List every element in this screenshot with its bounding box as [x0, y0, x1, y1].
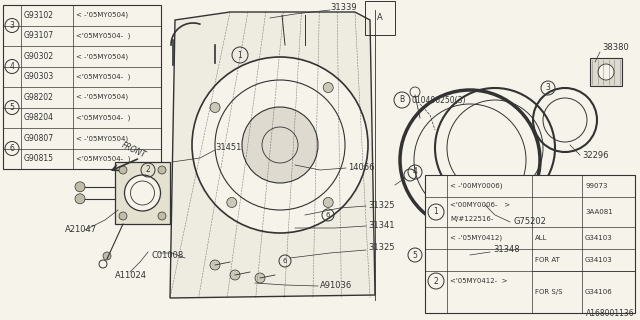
Text: 31451: 31451	[215, 143, 241, 153]
Text: < -'05MY0412): < -'05MY0412)	[450, 235, 502, 241]
Text: 5: 5	[10, 103, 15, 112]
Text: 14066: 14066	[348, 163, 374, 172]
Text: B: B	[399, 95, 404, 105]
Circle shape	[230, 270, 240, 280]
Bar	[425, 175, 635, 313]
Circle shape	[158, 212, 166, 220]
Bar	[3, 5, 161, 169]
Text: < -'05MY0504): < -'05MY0504)	[76, 53, 128, 60]
Text: G90302: G90302	[24, 52, 54, 61]
Circle shape	[210, 260, 220, 270]
Text: FOR S/S: FOR S/S	[535, 289, 563, 295]
Text: <'05MY0504-  ): <'05MY0504- )	[76, 33, 131, 39]
Text: 3: 3	[10, 21, 15, 30]
Text: <'05MY0504-  ): <'05MY0504- )	[76, 115, 131, 121]
Text: G34106: G34106	[585, 289, 612, 295]
Text: 3: 3	[545, 84, 550, 92]
Text: G34103: G34103	[585, 257, 612, 263]
Polygon shape	[170, 12, 375, 298]
Text: <'05MY0504-  ): <'05MY0504- )	[76, 156, 131, 162]
Text: 4: 4	[413, 167, 417, 177]
FancyBboxPatch shape	[115, 162, 170, 224]
Text: 6: 6	[283, 258, 287, 264]
Text: 1: 1	[237, 51, 243, 60]
Text: M/#122516-: M/#122516-	[450, 216, 493, 222]
Circle shape	[227, 197, 237, 207]
Text: A: A	[377, 13, 383, 22]
Text: G93102: G93102	[24, 11, 54, 20]
Text: <'05MY0504-  ): <'05MY0504- )	[76, 74, 131, 80]
Text: 32296: 32296	[582, 150, 609, 159]
Text: G93107: G93107	[24, 31, 54, 40]
Text: 6: 6	[10, 144, 15, 153]
Text: G90303: G90303	[24, 72, 54, 81]
Text: G98202: G98202	[24, 93, 54, 102]
Text: C01008: C01008	[152, 251, 184, 260]
Circle shape	[255, 273, 265, 283]
Text: 99073: 99073	[585, 183, 607, 189]
Circle shape	[323, 197, 333, 207]
Text: G90815: G90815	[24, 154, 54, 163]
Text: < -'05MY0504): < -'05MY0504)	[76, 94, 128, 100]
Text: FOR AT: FOR AT	[535, 257, 560, 263]
Circle shape	[125, 175, 161, 211]
Text: 4: 4	[10, 62, 15, 71]
Circle shape	[75, 182, 85, 192]
Text: A168001136: A168001136	[586, 309, 635, 318]
Text: 3AA081: 3AA081	[585, 209, 612, 215]
Circle shape	[119, 166, 127, 174]
Text: <'05MY0412-  >: <'05MY0412- >	[450, 278, 508, 284]
Text: G34103: G34103	[585, 235, 612, 241]
Text: 31339: 31339	[330, 4, 356, 12]
Text: 38380: 38380	[602, 44, 628, 52]
Circle shape	[119, 212, 127, 220]
Text: ALL: ALL	[535, 235, 547, 241]
Text: G90807: G90807	[24, 134, 54, 143]
Text: 31341: 31341	[368, 220, 394, 229]
Circle shape	[242, 107, 318, 183]
Text: 6: 6	[326, 212, 330, 218]
Text: 010406250(3): 010406250(3)	[412, 95, 467, 105]
Text: < -'00MY0006): < -'00MY0006)	[450, 183, 502, 189]
Text: G98204: G98204	[24, 113, 54, 122]
Text: 1: 1	[434, 207, 438, 217]
Circle shape	[210, 102, 220, 113]
FancyBboxPatch shape	[590, 58, 622, 86]
Circle shape	[598, 64, 614, 80]
Text: < -'05MY0504): < -'05MY0504)	[76, 12, 128, 19]
Circle shape	[158, 166, 166, 174]
Circle shape	[103, 252, 111, 260]
Text: A11024: A11024	[115, 270, 147, 279]
Text: 2: 2	[434, 276, 438, 285]
Circle shape	[323, 83, 333, 92]
Text: 31325: 31325	[368, 244, 394, 252]
Text: A21047: A21047	[65, 226, 97, 235]
Circle shape	[75, 194, 85, 204]
Text: 5: 5	[413, 251, 417, 260]
Text: FRONT: FRONT	[120, 141, 147, 160]
Text: < -'05MY0504): < -'05MY0504)	[76, 135, 128, 141]
Text: 31325: 31325	[368, 201, 394, 210]
Text: 2: 2	[146, 165, 150, 174]
Text: A91036: A91036	[320, 281, 352, 290]
Text: <'00MY0006-   >: <'00MY0006- >	[450, 202, 510, 208]
Text: G75202: G75202	[513, 218, 546, 227]
Circle shape	[192, 57, 368, 233]
Text: 31348: 31348	[493, 245, 520, 254]
